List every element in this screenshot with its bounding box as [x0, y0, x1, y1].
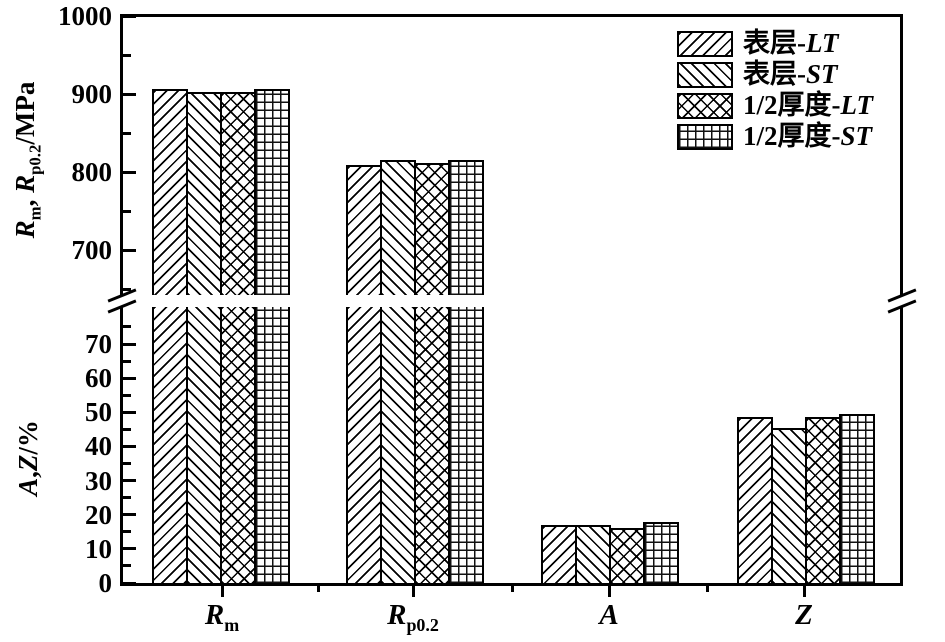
y-pct-minor-tick: [123, 462, 131, 465]
y-axis-line-upper-right: [900, 14, 903, 295]
legend-item-1/2厚度-LT: 1/2厚度-LT: [677, 90, 907, 120]
x-minor-tick: [510, 585, 514, 592]
y-tick-label: 50: [85, 397, 112, 428]
y-pct-minor-tick: [123, 496, 131, 500]
bar-表层-ST-Rm-below-break: [186, 307, 222, 583]
bar-表层-LT-Rm: [152, 89, 188, 295]
y-tick-label: 10: [85, 533, 112, 564]
x-category-label-Z: Z: [795, 599, 813, 631]
bar-表层-ST-Rp0.2-below-break: [380, 307, 416, 583]
y-mpa-minor-tick: [123, 131, 131, 135]
x-major-tick: [220, 585, 224, 597]
y-pct-minor-tick: [123, 325, 131, 329]
y-mpa-major-tick: [123, 248, 136, 252]
y-tick-label: 60: [85, 363, 112, 394]
legend-swatch-diagonal-forward: [677, 31, 733, 57]
y-mpa-major-tick: [123, 14, 136, 18]
y-pct-major-tick: [123, 376, 136, 380]
y-pct-major-tick: [123, 513, 136, 517]
legend-item-表层-ST: 表层-ST: [677, 59, 907, 89]
y-pct-minor-tick: [123, 393, 131, 397]
legend-item-表层-LT: 表层-LT: [677, 28, 907, 58]
y-tick-label: 0: [98, 568, 113, 598]
x-axis-line: [120, 583, 903, 586]
bar-1/2厚度-LT-Rm-below-break: [220, 307, 256, 583]
legend-swatch-diagonal-backward: [677, 62, 733, 88]
bar-1/2厚度-ST-Rm: [254, 89, 290, 295]
bar-表层-LT-A: [541, 524, 577, 583]
y-axis-line-upper-left: [120, 14, 123, 295]
y-tick-label: 30: [85, 465, 112, 496]
bar-1/2厚度-ST-Rp0.2-below-break: [448, 307, 484, 583]
y-tick-label: 20: [85, 499, 112, 530]
y-mpa-minor-tick: [123, 287, 131, 291]
x-category-label-Rp0.2: Rp0.2: [387, 599, 439, 635]
y-tick-label: 700: [71, 235, 113, 265]
bar-1/2厚度-LT-A: [609, 528, 645, 583]
legend-label: 表层-ST: [743, 59, 838, 89]
bar-表层-ST-Rp0.2: [380, 160, 416, 295]
y-pct-major-tick: [123, 444, 136, 448]
y-tick-label: 800: [71, 157, 113, 187]
y-axis-line-lower-left: [120, 307, 123, 586]
bar-表层-ST-Z: [771, 427, 807, 583]
bar-表层-LT-Rm-below-break: [152, 307, 188, 583]
x-major-tick: [607, 585, 611, 597]
bar-1/2厚度-LT-Rp0.2-below-break: [414, 307, 450, 583]
x-category-label-A: A: [599, 599, 619, 631]
y-pct-minor-tick: [123, 359, 131, 363]
y-tick-label: 900: [71, 79, 113, 109]
x-major-tick: [411, 585, 415, 597]
y-axis-line-lower-right: [900, 307, 903, 586]
bar-表层-LT-Rp0.2: [346, 164, 382, 295]
legend-swatch-crosshatch: [677, 93, 733, 119]
bar-1/2厚度-ST-Rp0.2: [448, 159, 484, 295]
bar-1/2厚度-LT-Rm: [220, 92, 256, 295]
legend-label: 表层-LT: [743, 28, 839, 58]
y-tick-label: 1000: [58, 1, 112, 31]
y-pct-minor-tick: [123, 427, 131, 431]
y-tick-label: 70: [85, 329, 112, 360]
bar-表层-ST-A: [575, 524, 611, 583]
y-pct-minor-tick: [123, 564, 131, 568]
bar-表层-LT-Z: [737, 417, 773, 583]
y-pct-major-tick: [123, 479, 136, 483]
legend-label: 1/2厚度-LT: [743, 90, 873, 120]
bar-1/2厚度-LT-Rp0.2: [414, 163, 450, 295]
x-category-label-Rm: Rm: [204, 599, 240, 635]
legend-item-1/2厚度-ST: 1/2厚度-ST: [677, 121, 907, 151]
y-mpa-minor-tick: [123, 209, 131, 213]
bar-1/2厚度-ST-Rm-below-break: [254, 307, 290, 583]
plot-top-border: [120, 14, 903, 17]
y-pct-major-tick: [123, 410, 136, 414]
y-pct-minor-tick: [123, 530, 131, 534]
y-pct-major-tick: [123, 342, 136, 346]
y-pct-major-tick: [123, 547, 136, 551]
legend-label: 1/2厚度-ST: [743, 121, 873, 151]
x-major-tick: [802, 585, 806, 597]
y-mpa-major-tick: [123, 170, 136, 174]
bar-1/2厚度-ST-A: [643, 521, 679, 583]
bar-1/2厚度-LT-Z: [805, 417, 841, 583]
y-mpa-major-tick: [123, 92, 136, 96]
y-tick-label: 40: [85, 431, 112, 462]
y-pct-major-tick: [123, 581, 136, 585]
bar-1/2厚度-ST-Z: [839, 414, 875, 583]
y-mpa-minor-tick: [123, 53, 131, 57]
bar-表层-LT-Rp0.2-below-break: [346, 307, 382, 583]
bar-表层-ST-Rm: [186, 92, 222, 295]
x-minor-tick: [316, 585, 320, 592]
legend-swatch-grid: [677, 124, 733, 150]
x-minor-tick: [705, 585, 709, 592]
